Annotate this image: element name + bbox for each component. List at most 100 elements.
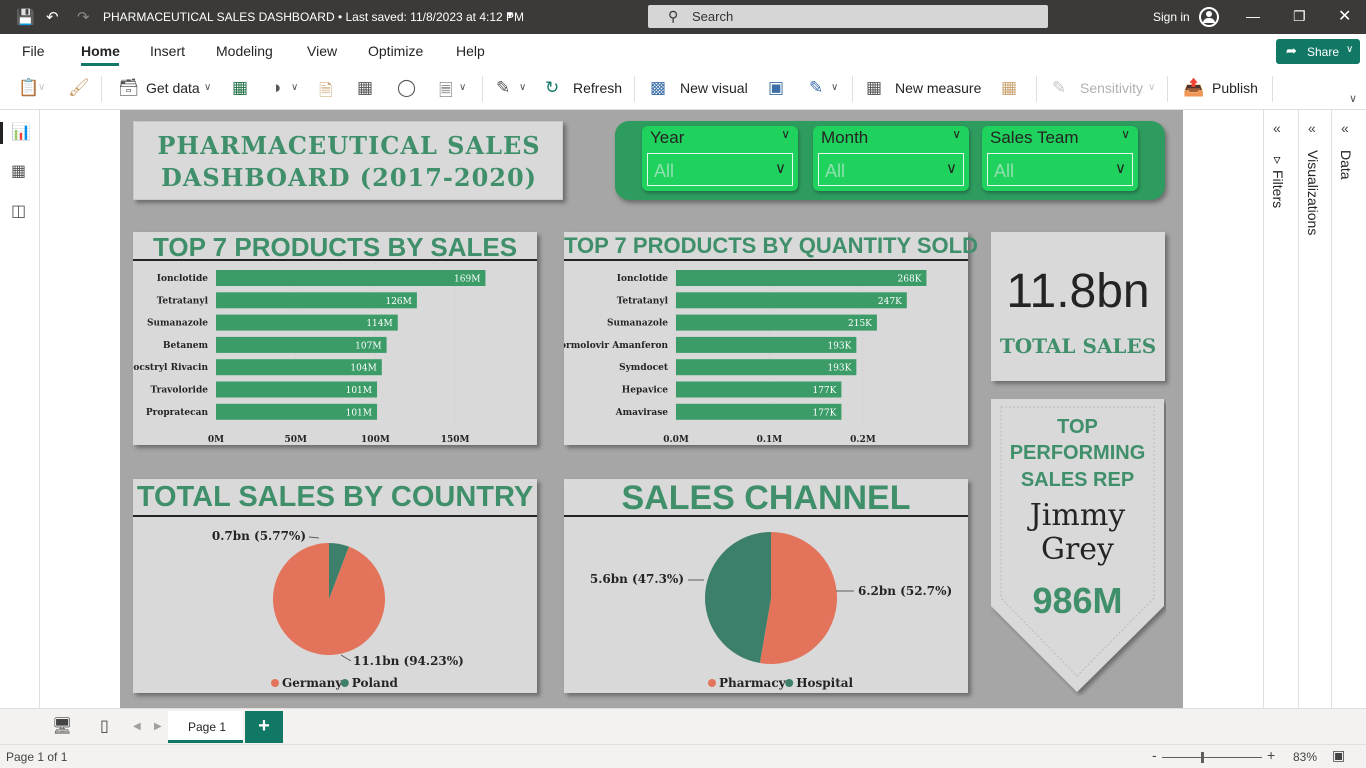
menu-help[interactable]: Help <box>456 43 485 59</box>
search-box[interactable]: ⚲ Search <box>648 5 1048 28</box>
menu-optimize[interactable]: Optimize <box>368 43 424 59</box>
scroll-right-icon[interactable]: ▶ <box>154 721 162 732</box>
chevron-down-icon[interactable]: ∨ <box>1121 127 1130 141</box>
bar <box>676 292 907 309</box>
model-view-icon[interactable]: ◫ <box>11 203 27 220</box>
get-data-dropdown-icon[interactable]: ∨ <box>204 82 212 93</box>
refresh-button[interactable]: Refresh <box>573 80 623 96</box>
quick-measure-icon[interactable]: ▦ <box>1001 78 1018 97</box>
new-visual-button[interactable]: New visual <box>680 80 748 96</box>
title-dropdown-icon[interactable]: ▼ <box>505 10 515 21</box>
report-view-icon[interactable]: 📊 <box>11 124 31 141</box>
undo-icon[interactable]: ↶ <box>46 9 59 26</box>
get-data-icon[interactable]: 🗃 <box>118 78 140 97</box>
new-visual-icon[interactable]: ▩ <box>650 78 667 97</box>
recent-sources-icon[interactable]: 🗏 <box>439 81 453 100</box>
more-visuals-dropdown-icon[interactable]: ∨ <box>831 82 839 93</box>
redo-icon[interactable]: ↷ <box>77 9 90 26</box>
zoom-out-icon[interactable]: - <box>1152 747 1157 763</box>
x-tick-label: 0.2M <box>850 435 876 445</box>
category-label: Symdocet <box>619 363 669 373</box>
save-icon[interactable]: 💾 <box>16 9 35 26</box>
top-products-sales-chart[interactable]: TOP 7 PRODUCTS BY SALES 0M 50M 100M 150M Ion… <box>133 232 537 445</box>
sales-by-country-chart[interactable]: TOTAL SALES BY COUNTRY 0.7bn (5.77%) 11.1… <box>133 479 537 693</box>
sales-team-slicer[interactable]: Sales Team ∨ All ∨ <box>982 126 1138 191</box>
desktop-layout-icon[interactable]: 🖥 <box>52 718 73 735</box>
category-label: Sumanazole <box>607 319 668 329</box>
zoom-in-icon[interactable]: + <box>1267 747 1276 763</box>
format-painter-icon[interactable]: 🖌 <box>68 78 90 97</box>
data-pane[interactable]: « Data <box>1331 110 1366 708</box>
add-page-button[interactable]: + <box>245 711 283 743</box>
minimize-icon[interactable]: — <box>1246 8 1260 24</box>
publish-icon[interactable]: 📤 <box>1183 78 1205 97</box>
text-box-icon[interactable]: ▣ <box>768 78 785 97</box>
view-switcher: 📊 ▦ ◫ <box>0 110 40 708</box>
ribbon-separator <box>1272 76 1273 102</box>
bar <box>676 403 842 420</box>
menu-view[interactable]: View <box>307 43 338 59</box>
zoom-slider-thumb[interactable] <box>1201 752 1204 763</box>
recent-sources-dropdown-icon[interactable]: ∨ <box>459 82 467 93</box>
chevron-down-icon: ∨ <box>775 160 786 177</box>
top-products-quantity-chart[interactable]: TOP 7 PRODUCTS BY QUANTITY SOLD 0.0M 0.1M… <box>564 232 978 445</box>
zoom-slider-track[interactable] <box>1162 757 1262 758</box>
onelake-dropdown-icon[interactable]: ∨ <box>291 82 299 93</box>
paste-dropdown-icon[interactable]: ∨ <box>38 82 46 93</box>
visualizations-pane[interactable]: « Visualizations <box>1298 110 1331 708</box>
menu-file[interactable]: File <box>22 43 45 59</box>
bar <box>676 359 857 376</box>
expand-pane-icon[interactable]: « <box>1341 120 1349 136</box>
fit-to-page-icon[interactable]: ▣ <box>1332 747 1346 763</box>
table-view-icon[interactable]: ▦ <box>11 163 27 180</box>
enter-data-icon[interactable]: ▦ <box>357 78 374 97</box>
sign-in-link[interactable]: Sign in <box>1153 10 1190 24</box>
new-measure-button[interactable]: New measure <box>895 80 982 96</box>
restore-icon[interactable]: ❐ <box>1293 8 1306 24</box>
menu-home[interactable]: Home <box>81 43 120 59</box>
month-slicer[interactable]: Month ∨ All ∨ <box>813 126 969 191</box>
dashboard-title-line1: PHARMACEUTICAL SALES <box>157 131 541 160</box>
chevron-down-icon[interactable]: ∨ <box>781 127 790 141</box>
month-dropdown[interactable]: All ∨ <box>818 153 964 186</box>
total-sales-kpi-card[interactable]: 11.8bn TOTAL SALES <box>991 232 1165 381</box>
legend-marker <box>340 679 349 687</box>
expand-pane-icon[interactable]: « <box>1308 120 1316 136</box>
menu-modeling[interactable]: Modeling <box>216 43 273 59</box>
sales-channel-chart[interactable]: SALES CHANNEL 5.6bn (47.3%) 6.2bn (52.7%)… <box>564 479 968 693</box>
filters-pane[interactable]: « ▿ Filters <box>1263 110 1298 708</box>
paste-icon[interactable]: 📋 <box>18 78 40 97</box>
year-slicer[interactable]: Year ∨ All ∨ <box>642 126 798 191</box>
transform-data-icon[interactable]: ✎ <box>496 78 511 97</box>
expand-pane-icon[interactable]: « <box>1273 120 1281 136</box>
year-dropdown[interactable]: All ∨ <box>647 153 793 186</box>
share-button[interactable]: ➦ Share ∨ <box>1276 39 1360 64</box>
onelake-icon[interactable]: ◑ <box>271 78 282 97</box>
close-icon[interactable]: ✕ <box>1338 8 1352 25</box>
page-tab[interactable]: Page 1 <box>168 711 243 743</box>
excel-icon[interactable]: ▦ <box>232 78 249 97</box>
mobile-layout-icon[interactable]: ▯ <box>100 718 109 735</box>
get-data-button[interactable]: Get data <box>146 80 200 96</box>
dataverse-icon[interactable]: ◯ <box>397 78 417 97</box>
refresh-icon[interactable]: ↻ <box>545 78 560 97</box>
status-bar: Page 1 of 1 - + 83% ▣ <box>0 744 1366 768</box>
scroll-left-icon[interactable]: ◀ <box>133 721 141 732</box>
sales-team-dropdown[interactable]: All ∨ <box>987 153 1133 186</box>
chevron-down-icon[interactable]: ∨ <box>952 127 961 141</box>
top-rep-last-name: Grey <box>1040 532 1114 567</box>
new-measure-icon[interactable]: ▦ <box>866 78 883 97</box>
x-tick-label: 0M <box>208 435 224 445</box>
menu-insert[interactable]: Insert <box>150 43 186 59</box>
title-underline <box>564 515 968 517</box>
publish-button[interactable]: Publish <box>1212 80 1258 96</box>
sensitivity-icon: ✎ <box>1052 78 1067 97</box>
collapse-ribbon-icon[interactable]: ∨ <box>1349 93 1358 105</box>
avatar-icon[interactable] <box>1199 7 1219 27</box>
sql-icon[interactable]: 🗎 <box>319 81 333 100</box>
chart-title: TOP 7 PRODUCTS BY SALES <box>152 232 518 262</box>
transform-dropdown-icon[interactable]: ∨ <box>519 82 527 93</box>
zoom-level: 83% <box>1293 750 1318 764</box>
dashboard-title-card[interactable]: PHARMACEUTICAL SALES DASHBOARD (2017-202… <box>133 121 563 200</box>
more-visuals-icon[interactable]: ✎ <box>809 78 824 97</box>
